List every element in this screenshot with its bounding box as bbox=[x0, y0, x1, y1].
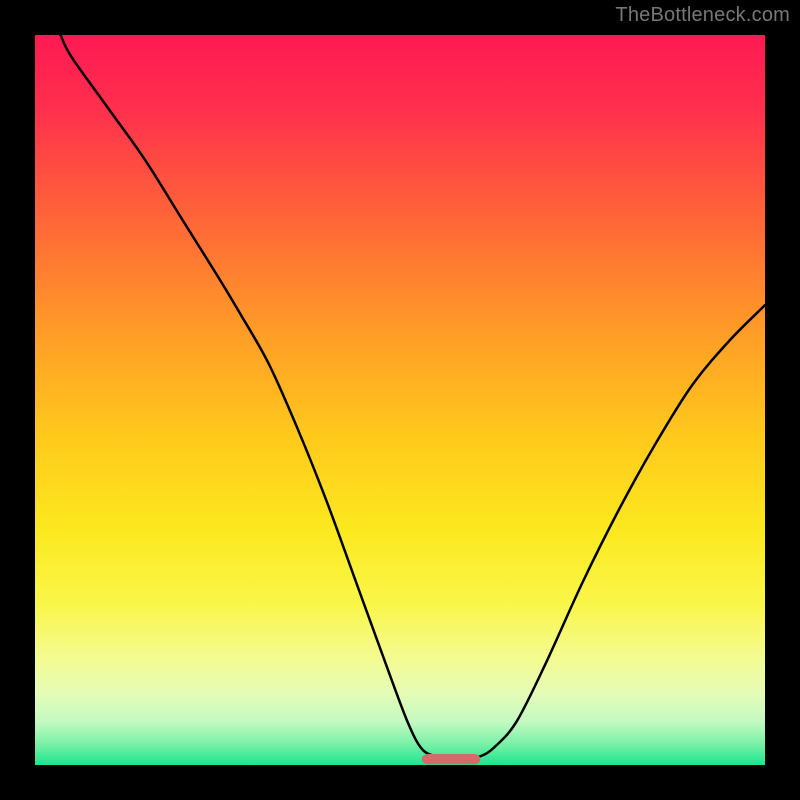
plot-gradient-background bbox=[35, 35, 765, 765]
bottleneck-chart bbox=[0, 0, 800, 800]
optimum-marker bbox=[422, 754, 480, 764]
watermark-text: TheBottleneck.com bbox=[615, 4, 790, 27]
